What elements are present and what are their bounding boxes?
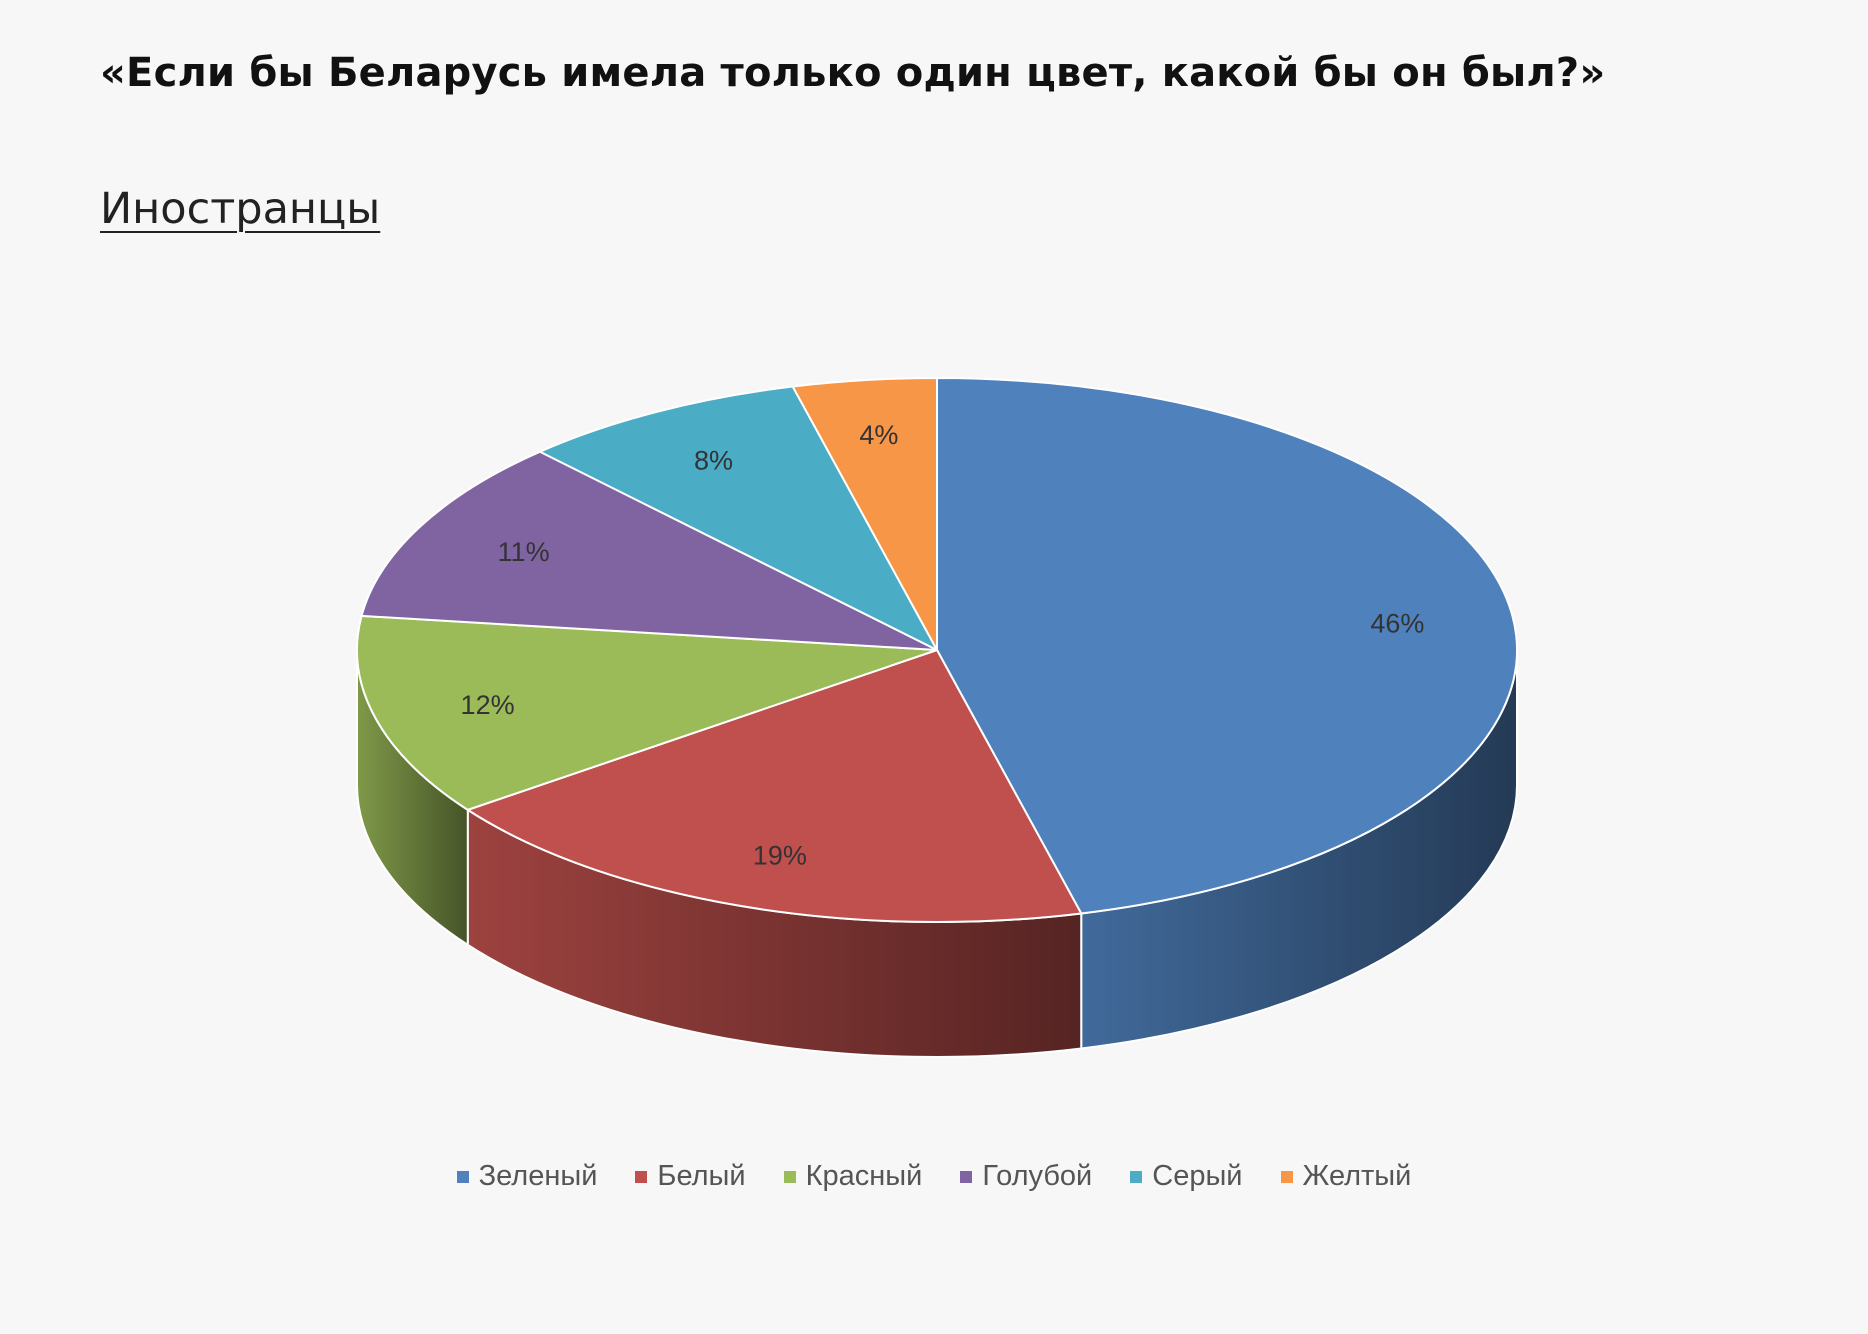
legend-swatch xyxy=(1280,1170,1293,1183)
chart-legend: Зеленый Белый Красный Голубой Серый Желтый xyxy=(0,1160,1868,1193)
slice-label-0: 46% xyxy=(1370,609,1424,639)
pie-slice-0 xyxy=(936,376,1518,915)
legend-swatch xyxy=(783,1170,796,1183)
pie-slice-3 xyxy=(360,450,938,651)
pie-slice-4 xyxy=(537,385,940,653)
slice-label-4: 8% xyxy=(694,445,733,475)
chart-title: «Если бы Беларусь имела только один цвет… xyxy=(100,50,1606,96)
pie-slices xyxy=(356,376,1518,923)
legend-label: Голубой xyxy=(982,1160,1093,1192)
legend-label: Желтый xyxy=(1302,1160,1412,1192)
pie-labels: 46% 19% 12% 11% 8% 4% xyxy=(461,420,1425,871)
legend-swatch xyxy=(1130,1170,1143,1183)
legend-label: Серый xyxy=(1152,1160,1243,1192)
legend-item: Белый xyxy=(635,1160,746,1193)
pie-slice-1 xyxy=(465,648,1083,923)
legend-item: Серый xyxy=(1130,1160,1243,1193)
legend-label: Красный xyxy=(805,1160,923,1192)
legend-label: Белый xyxy=(657,1160,746,1192)
slice-label-1: 19% xyxy=(753,841,807,871)
chart-subtitle: Иностранцы xyxy=(100,184,381,234)
pie-slice-5 xyxy=(791,376,938,651)
pie-chart: 46% 19% 12% 11% 8% 4% xyxy=(356,376,1518,1058)
legend-item: Зеленый xyxy=(456,1160,598,1193)
legend-item: Голубой xyxy=(960,1160,1092,1193)
legend-swatch xyxy=(960,1170,973,1183)
pie-slice-2 xyxy=(356,614,938,811)
slice-label-2: 12% xyxy=(461,690,515,720)
legend-label: Зеленый xyxy=(478,1160,598,1192)
slice-label-3: 11% xyxy=(498,537,550,567)
legend-swatch xyxy=(456,1170,469,1183)
legend-item: Красный xyxy=(783,1160,923,1193)
legend-swatch xyxy=(635,1170,648,1183)
slice-label-5: 4% xyxy=(859,420,898,450)
legend-item: Желтый xyxy=(1280,1160,1412,1193)
